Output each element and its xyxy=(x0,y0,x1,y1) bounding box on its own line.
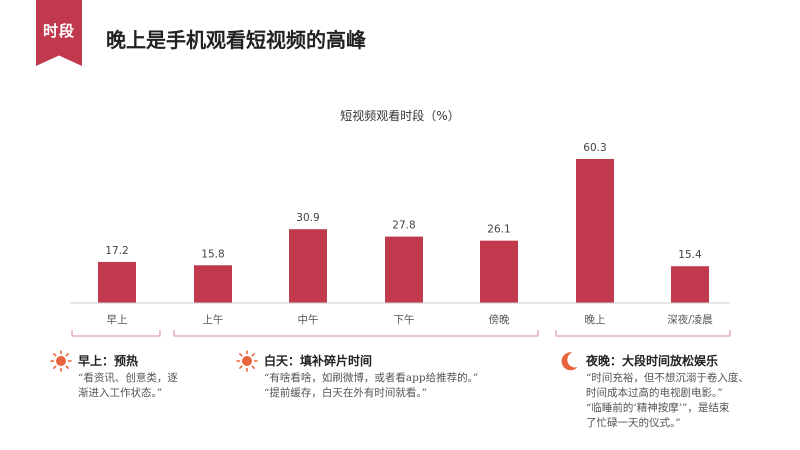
category-label: 下午 xyxy=(394,313,415,326)
page-title: 晚上是手机观看短视频的高峰 xyxy=(106,28,366,52)
bracket-night xyxy=(555,330,731,337)
bar-2 xyxy=(194,265,232,303)
category-label: 上午 xyxy=(203,313,224,326)
category-label: 傍晚 xyxy=(489,313,510,326)
bar-6 xyxy=(576,159,614,303)
category-label: 早上 xyxy=(107,314,128,326)
section-tag: 时段 xyxy=(42,22,75,40)
bar-value-label: 26.1 xyxy=(487,224,510,236)
bar-3 xyxy=(289,229,327,303)
category-label: 深夜/凌晨 xyxy=(667,313,713,326)
sun-icon xyxy=(50,350,72,372)
bracket-daytime xyxy=(173,330,539,337)
category-label: 晚上 xyxy=(585,314,606,326)
note-text: “看资讯、创意类，逐 xyxy=(78,372,178,384)
note-title: 白天：填补碎片时间 xyxy=(264,354,373,368)
bracket-morning xyxy=(71,330,161,337)
bar-value-label: 60.3 xyxy=(583,142,606,154)
note-text: “有啥看啥，如刷微博，或者看app给推荐的。” xyxy=(264,372,479,384)
note-text: 时间成本过高的电视剧电影。” xyxy=(586,387,723,399)
note-text: “提前缓存，白天在外有时间就看。” xyxy=(264,387,427,399)
note-text: “临睡前的‘精神按摩’”，是结束 xyxy=(586,402,730,414)
moon-icon xyxy=(561,352,578,371)
note-title: 夜晚：大段时间放松娱乐 xyxy=(586,354,719,368)
chart-title: 短视频观看时段（%） xyxy=(340,108,459,123)
bar-1 xyxy=(98,261,136,303)
note-text: 渐进入工作状态。” xyxy=(78,387,163,399)
section-ribbon: 时段 xyxy=(36,0,82,66)
bar-value-label: 17.2 xyxy=(105,245,128,257)
bar-value-label: 15.8 xyxy=(201,248,224,260)
sun-icon xyxy=(236,350,258,372)
bar-value-label: 27.8 xyxy=(392,220,415,232)
bar-4 xyxy=(385,236,423,303)
bar-value-label: 15.4 xyxy=(678,249,702,261)
bar-7 xyxy=(671,266,709,303)
note-text: 了忙碌一天的仪式。” xyxy=(586,417,681,429)
note-text: “时间充裕，但不想沉溺于卷入度、 xyxy=(586,372,749,384)
bar-5 xyxy=(480,240,518,303)
category-label: 中午 xyxy=(298,313,319,326)
note-title: 早上：预热 xyxy=(78,354,139,368)
bar-value-label: 30.9 xyxy=(296,212,319,224)
